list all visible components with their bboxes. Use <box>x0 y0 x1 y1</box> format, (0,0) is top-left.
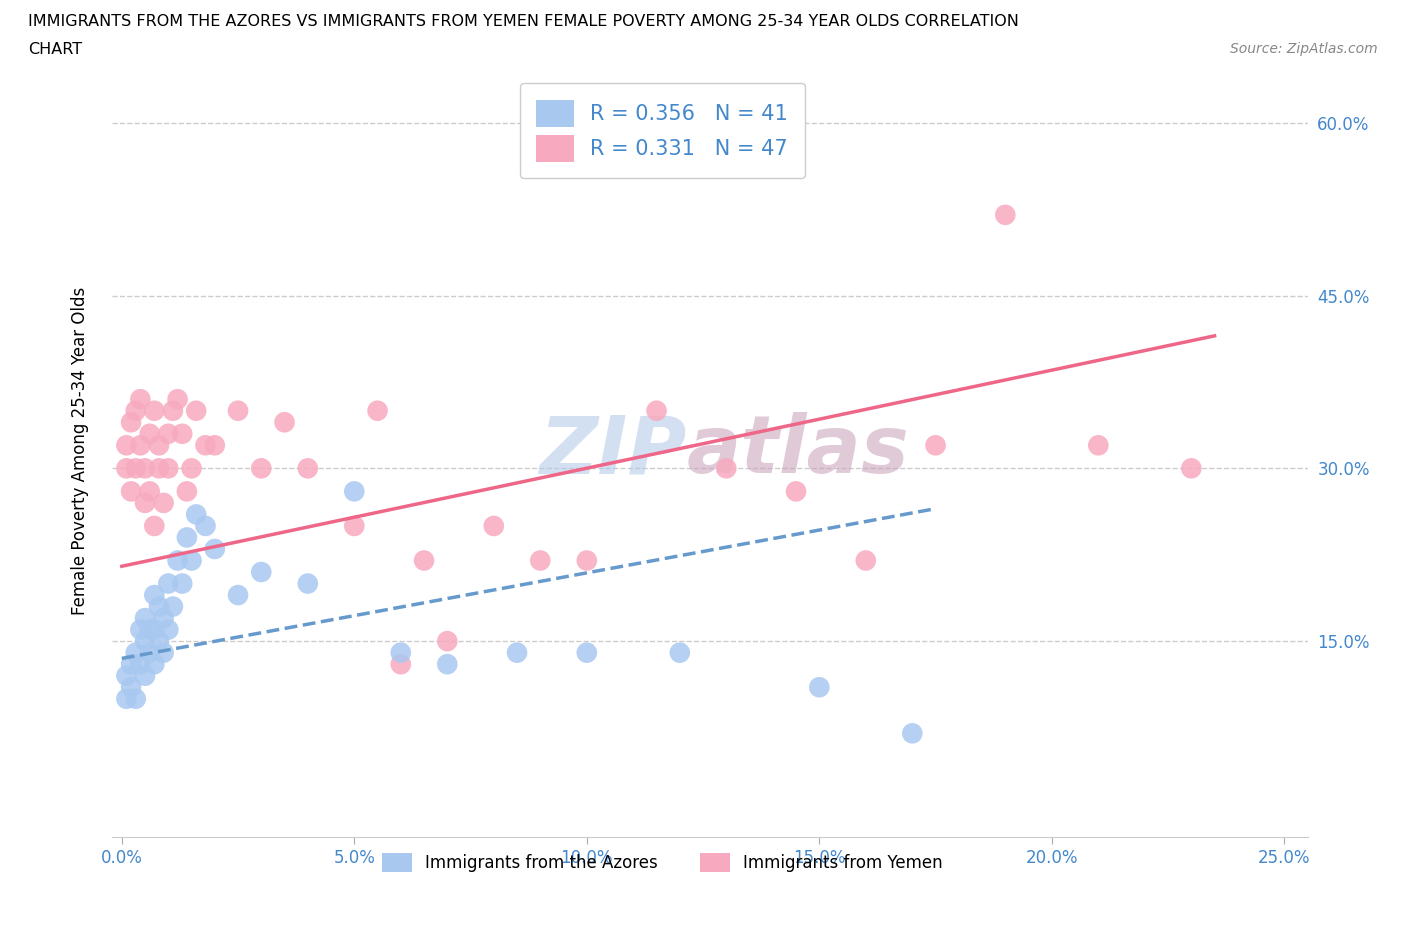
Point <box>138 622 160 637</box>
Point <box>129 622 152 637</box>
Point <box>125 645 148 660</box>
Point <box>273 415 295 430</box>
Point <box>120 415 142 430</box>
Point <box>226 588 249 603</box>
Point <box>152 611 174 626</box>
Point <box>389 645 412 660</box>
Point <box>204 541 226 556</box>
Point <box>148 633 170 648</box>
Point <box>157 576 180 591</box>
Point <box>176 530 198 545</box>
Point <box>157 622 180 637</box>
Point <box>143 622 166 637</box>
Point <box>180 553 202 568</box>
Point <box>186 507 208 522</box>
Point <box>808 680 831 695</box>
Text: Source: ZipAtlas.com: Source: ZipAtlas.com <box>1230 42 1378 56</box>
Point <box>482 519 505 534</box>
Point <box>152 496 174 511</box>
Point <box>924 438 946 453</box>
Point <box>994 207 1017 222</box>
Point <box>901 726 924 741</box>
Point <box>575 645 598 660</box>
Point <box>413 553 436 568</box>
Point <box>120 657 142 671</box>
Point <box>297 576 319 591</box>
Point <box>148 461 170 476</box>
Point <box>575 553 598 568</box>
Point <box>143 657 166 671</box>
Point <box>194 438 217 453</box>
Point <box>129 657 152 671</box>
Text: IMMIGRANTS FROM THE AZORES VS IMMIGRANTS FROM YEMEN FEMALE POVERTY AMONG 25-34 Y: IMMIGRANTS FROM THE AZORES VS IMMIGRANTS… <box>28 14 1019 29</box>
Point <box>176 484 198 498</box>
Point <box>152 645 174 660</box>
Point <box>172 576 194 591</box>
Point <box>134 496 156 511</box>
Point <box>120 484 142 498</box>
Point <box>166 553 188 568</box>
Point <box>134 669 156 684</box>
Point <box>115 691 138 706</box>
Point <box>148 599 170 614</box>
Point <box>436 657 458 671</box>
Point <box>115 438 138 453</box>
Point <box>143 588 166 603</box>
Point <box>297 461 319 476</box>
Point <box>134 461 156 476</box>
Point <box>157 426 180 441</box>
Point <box>343 519 366 534</box>
Point <box>180 461 202 476</box>
Point <box>120 680 142 695</box>
Point <box>143 519 166 534</box>
Point <box>250 461 273 476</box>
Point <box>250 565 273 579</box>
Point <box>148 438 170 453</box>
Point <box>129 438 152 453</box>
Point <box>1180 461 1202 476</box>
Point <box>134 633 156 648</box>
Point <box>343 484 366 498</box>
Point <box>367 404 389 418</box>
Point <box>186 404 208 418</box>
Point <box>166 392 188 406</box>
Point <box>143 404 166 418</box>
Point <box>115 669 138 684</box>
Point <box>226 404 249 418</box>
Point <box>529 553 551 568</box>
Point <box>172 426 194 441</box>
Point <box>138 426 160 441</box>
Point <box>162 599 184 614</box>
Point <box>855 553 877 568</box>
Point <box>134 611 156 626</box>
Point <box>129 392 152 406</box>
Point <box>716 461 738 476</box>
Y-axis label: Female Poverty Among 25-34 Year Olds: Female Poverty Among 25-34 Year Olds <box>70 287 89 615</box>
Point <box>157 461 180 476</box>
Text: CHART: CHART <box>28 42 82 57</box>
Point <box>389 657 412 671</box>
Point <box>125 691 148 706</box>
Point <box>506 645 529 660</box>
Text: ZIP: ZIP <box>538 412 686 490</box>
Point <box>125 404 148 418</box>
Point <box>204 438 226 453</box>
Point <box>1087 438 1109 453</box>
Point <box>669 645 692 660</box>
Point <box>194 519 217 534</box>
Point <box>645 404 668 418</box>
Point <box>436 633 458 648</box>
Point <box>138 484 160 498</box>
Legend: Immigrants from the Azores, Immigrants from Yemen: Immigrants from the Azores, Immigrants f… <box>375 846 949 879</box>
Point <box>785 484 807 498</box>
Point <box>115 461 138 476</box>
Point <box>162 404 184 418</box>
Point <box>138 645 160 660</box>
Point <box>125 461 148 476</box>
Text: atlas: atlas <box>686 412 908 490</box>
